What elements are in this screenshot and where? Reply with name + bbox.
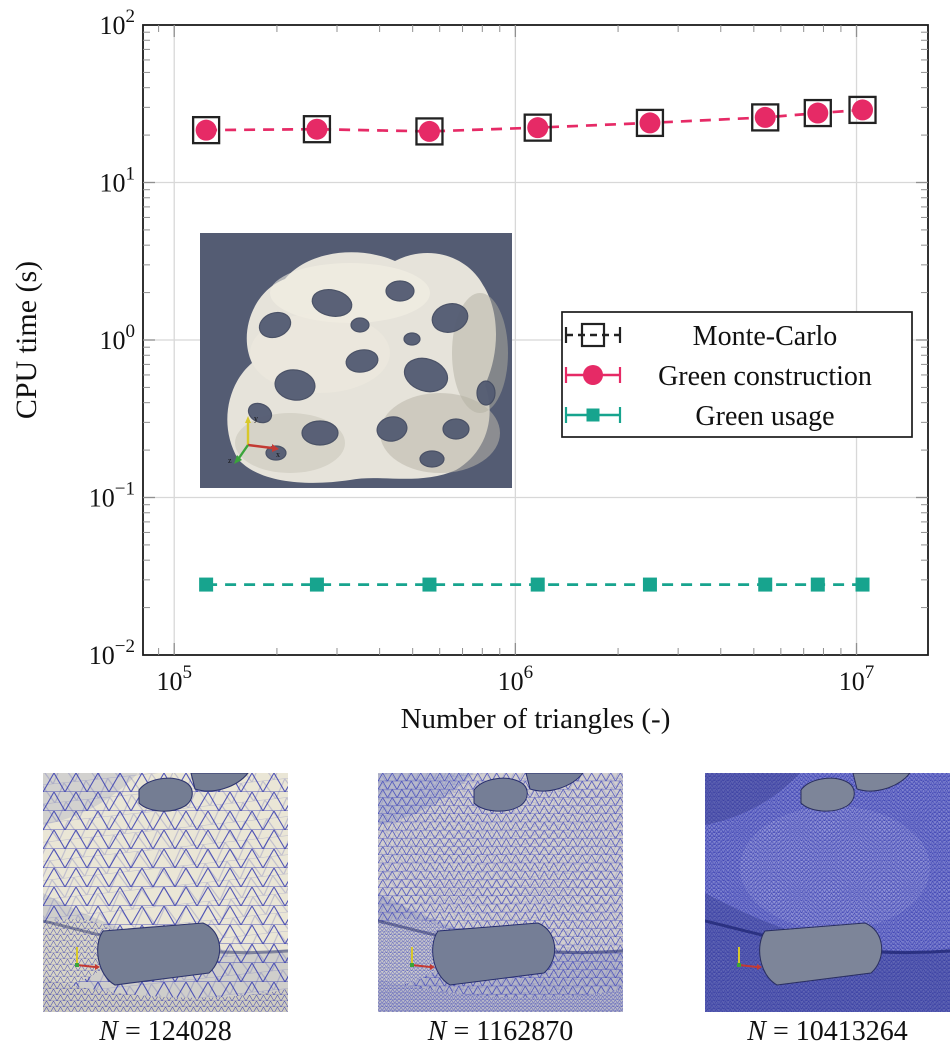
tick-label: 105 xyxy=(156,662,192,696)
legend-label: Monte-Carlo xyxy=(693,321,838,352)
series-markers-green-construction xyxy=(195,99,874,142)
mesh-thumbnail-medium xyxy=(378,773,623,1012)
legend-label: Green usage xyxy=(695,401,834,432)
y-axis-label: CPU time (s) xyxy=(10,261,43,419)
mesh-thumbnail-coarse xyxy=(43,773,288,1012)
caption-variable: N xyxy=(427,1016,447,1047)
mesh-axes-widget xyxy=(737,947,762,970)
legend: Monte-Carlo Green construction Green usage xyxy=(561,311,913,438)
axis-ticks xyxy=(143,25,928,655)
data-series xyxy=(191,95,877,592)
inset-x-axis-letter: x xyxy=(276,450,280,459)
legend-entry-monte-carlo: Monte-Carlo xyxy=(564,321,838,352)
tick-label: 100 xyxy=(100,321,136,355)
series-markers-monte-carlo xyxy=(191,95,877,146)
tick-label: 102 xyxy=(100,6,136,40)
caption-variable: N xyxy=(99,1016,118,1047)
caption-value: 10413264 xyxy=(795,1016,908,1047)
inset-foam-render: y x z xyxy=(200,233,512,488)
caption-equals: = xyxy=(453,1016,470,1047)
mesh-axes-widget xyxy=(410,947,435,970)
mesh-holes xyxy=(432,773,584,986)
mesh-axes-widget xyxy=(75,947,100,970)
mesh-thumbnail-fine xyxy=(705,773,950,1012)
caption-value: 124028 xyxy=(147,1016,232,1047)
tick-label: 10−2 xyxy=(89,636,135,670)
legend-entry-green-usage: Green usage xyxy=(564,401,835,432)
foam-holes xyxy=(247,280,496,468)
caption-value: 1162870 xyxy=(476,1016,574,1047)
caption-equals: = xyxy=(124,1016,141,1047)
mesh-holes xyxy=(759,773,911,986)
series-line xyxy=(206,108,863,133)
caption-n-coarse: N = 124028 xyxy=(43,1016,288,1048)
inset-y-axis-letter: y xyxy=(254,414,258,423)
inset-axes-widget: y x z xyxy=(228,414,280,465)
caption-n-medium: N = 1162870 xyxy=(378,1016,623,1048)
caption-equals: = xyxy=(772,1016,789,1047)
x-axis-label: Number of triangles (-) xyxy=(401,703,671,735)
cpu-time-chart: y x z Monte-Carlo Green construction Green… xyxy=(10,6,929,735)
caption-n-fine: N = 10413264 xyxy=(705,1016,950,1048)
legend-label: Green construction xyxy=(658,361,872,392)
series-markers-green-usage xyxy=(199,577,870,592)
mesh-holes xyxy=(97,773,249,986)
tick-label: 106 xyxy=(498,662,534,696)
tick-label: 107 xyxy=(839,662,875,696)
tick-label: 101 xyxy=(100,164,136,198)
caption-variable: N xyxy=(747,1016,766,1047)
tick-label: 10−1 xyxy=(89,479,135,513)
inset-z-axis-letter: z xyxy=(228,456,232,465)
axis-text: 105 106 107 102 101 100 10−1 10−2 Number of tria… xyxy=(10,6,874,735)
legend-entry-green-construction: Green construction xyxy=(564,361,872,392)
